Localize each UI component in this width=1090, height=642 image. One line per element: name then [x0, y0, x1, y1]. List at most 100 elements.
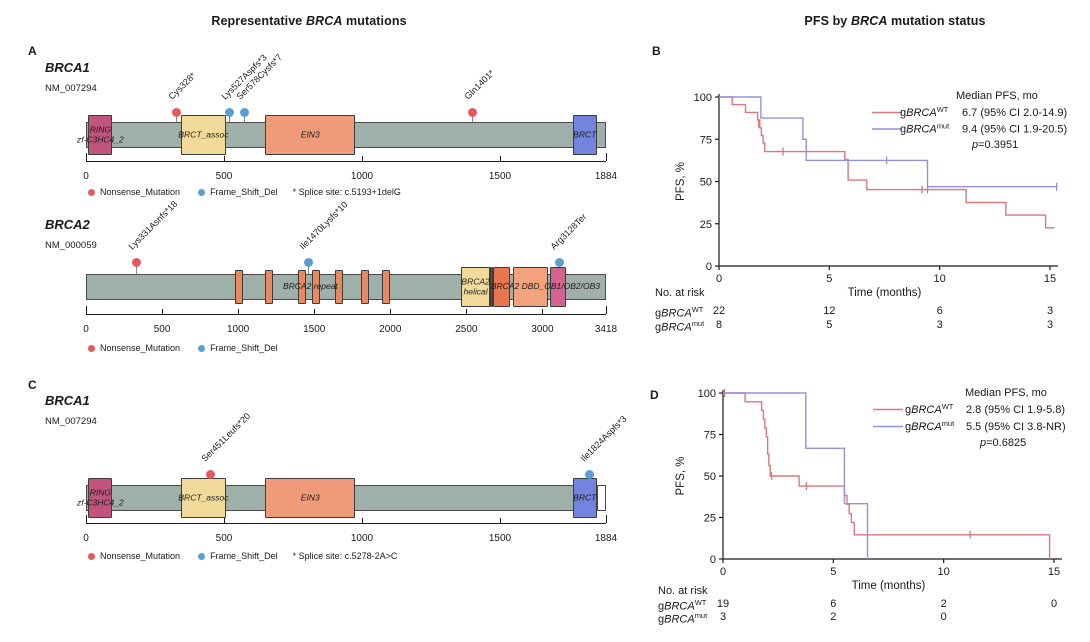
- domain-label: RING zf-C3HC4_2: [76, 124, 124, 144]
- km-legend-stat-mut: 9.4 (95% CI 1.9-20.5): [962, 124, 1067, 136]
- y-tick-label: 75: [700, 134, 712, 146]
- y-axis-title: PFS, %: [675, 457, 687, 496]
- nonsense-mutation-dot: [205, 469, 215, 479]
- mutation-stem: [229, 115, 231, 122]
- domain-label: BRCT: [573, 129, 597, 140]
- domain-label: BRCT_assoc: [178, 129, 229, 140]
- km-curve-mut: [719, 96, 1058, 188]
- risk-count: 3: [719, 611, 727, 623]
- x-tick-label: 10: [938, 566, 950, 578]
- domain-box: [490, 267, 494, 307]
- km-legend-name-mut: gBRCAmut: [900, 122, 950, 136]
- y-tick-label: 50: [700, 177, 712, 189]
- risk-count: 6: [936, 305, 943, 317]
- scale-axis-tick: [361, 518, 363, 523]
- scale-axis-tick: [161, 309, 163, 314]
- x-tick-label: 0: [720, 566, 726, 578]
- legend-item: Nonsense_Mutation: [88, 343, 180, 353]
- mutation-label: Gln1401*: [462, 67, 496, 102]
- left-title-gene: BRCA: [305, 14, 343, 28]
- domain-box: EIN3: [265, 478, 356, 518]
- km-legend-stat-wt: 6.7 (95% CI 2.0-14.9): [962, 107, 1067, 119]
- legend-item: Frame_Shift_Del: [198, 343, 278, 353]
- scale-axis-tick: [223, 156, 225, 161]
- legend-label: Nonsense_Mutation: [100, 551, 181, 561]
- scale-tick-label: 1000: [350, 533, 374, 544]
- scale-axis-line: [86, 314, 606, 316]
- nonsense-mutation-dot: [468, 107, 478, 117]
- risk-count: 6: [830, 598, 837, 610]
- km-plot-B: 0 25 50 75 100 0 5 10 15 PFS, % Time (months) Media…: [675, 90, 1067, 299]
- scale-tick-label: 0: [83, 324, 89, 335]
- mutation-stem: [244, 115, 246, 122]
- domain-box: [550, 267, 567, 307]
- risk-row-label: gBRCAWT: [655, 305, 704, 320]
- splice-note: * Splice site: c.5193+1delG: [292, 187, 401, 197]
- km-legend-stat-mut: 5.5 (95% CI 3.8-NR): [966, 421, 1066, 433]
- risk-count: 0: [940, 611, 947, 623]
- scale-axis-tick: [223, 518, 225, 523]
- frameshift-legend-dot: [198, 552, 206, 560]
- scale-axis-tick: [499, 518, 501, 523]
- frameshift-mutation-dot: [225, 107, 235, 117]
- domain-box: RING zf-C3HC4_2: [77, 115, 124, 155]
- domain-label: RING zf-C3HC4_2: [76, 487, 124, 507]
- risk-count: 19: [716, 598, 730, 610]
- frameshift-mutation-dot: [584, 469, 594, 479]
- domain-box: RING zf-C3HC4_2: [77, 478, 124, 518]
- transcript-id: NM_000059: [45, 240, 97, 251]
- right-title-gene: BRCA: [850, 14, 888, 28]
- legend-item: Nonsense_Mutation: [88, 551, 180, 561]
- mutation-label: Ser451Leufs*20: [199, 410, 253, 464]
- domain-box: [361, 270, 369, 304]
- legend-label: Nonsense_Mutation: [100, 343, 181, 353]
- mutation-label: Ile1470Lysfs*10: [297, 199, 350, 252]
- scale-axis-tick: [605, 306, 607, 314]
- legend-item: Frame_Shift_Del: [198, 187, 278, 197]
- lollipop-legend: Nonsense_Mutation Frame_Shift_Del: [88, 343, 278, 353]
- risk-row-label: gBRCAmut: [655, 319, 705, 334]
- risk-count: 3: [936, 319, 943, 331]
- left-title-prefix: Representative: [211, 14, 306, 28]
- panel-label-b: B: [652, 44, 661, 58]
- y-tick-label: 0: [710, 554, 716, 566]
- scale-axis-tick: [313, 309, 315, 314]
- transcript-id: NM_007294: [45, 83, 97, 94]
- gene-name: BRCA1: [45, 60, 90, 75]
- scale-tick-label: 1000: [227, 324, 250, 335]
- nonsense-legend-dot: [88, 552, 95, 560]
- legend-label: Frame_Shift_Del: [210, 343, 278, 353]
- scale-axis-tick: [605, 515, 607, 523]
- scale-tick-label: 1500: [488, 533, 512, 544]
- scale-axis-tick: [605, 153, 607, 161]
- domain-box: BRCT: [572, 478, 597, 518]
- scale-tick-label: 1500: [303, 324, 326, 335]
- domain-box: EIN3: [265, 115, 356, 155]
- panel-label-d: D: [650, 388, 659, 402]
- km-p-value: p=0.3951: [971, 139, 1018, 151]
- domain-label: BRCT: [573, 492, 597, 503]
- scale-axis-tick: [389, 309, 391, 314]
- y-tick-label: 25: [704, 513, 716, 525]
- risk-count: 2: [830, 611, 837, 623]
- km-legend-name-wt: gBRCAWT: [905, 402, 954, 416]
- scale-axis-tick: [85, 153, 87, 161]
- risk-table-title: No. at risk: [658, 585, 708, 597]
- km-legend-title: Median PFS, mo: [956, 90, 1038, 102]
- scale-axis-tick: [499, 156, 501, 161]
- mutation-stem: [176, 115, 178, 122]
- legend-label: Nonsense_Mutation: [100, 187, 181, 197]
- domain-box: [493, 267, 510, 307]
- risk-count: 0: [1050, 598, 1058, 610]
- scale-tick-label: 0: [83, 533, 89, 544]
- scale-tick-label: 500: [215, 533, 233, 544]
- domain-box: [265, 270, 273, 304]
- scale-tick-label: 1884: [594, 171, 618, 182]
- scale-tick-label: 500: [153, 324, 171, 335]
- y-axis-title: PFS, %: [675, 162, 687, 201]
- scale-axis-line: [86, 523, 606, 525]
- x-tick-label: 5: [830, 566, 836, 578]
- risk-count: 12: [823, 305, 836, 317]
- nonsense-legend-dot: [88, 188, 95, 196]
